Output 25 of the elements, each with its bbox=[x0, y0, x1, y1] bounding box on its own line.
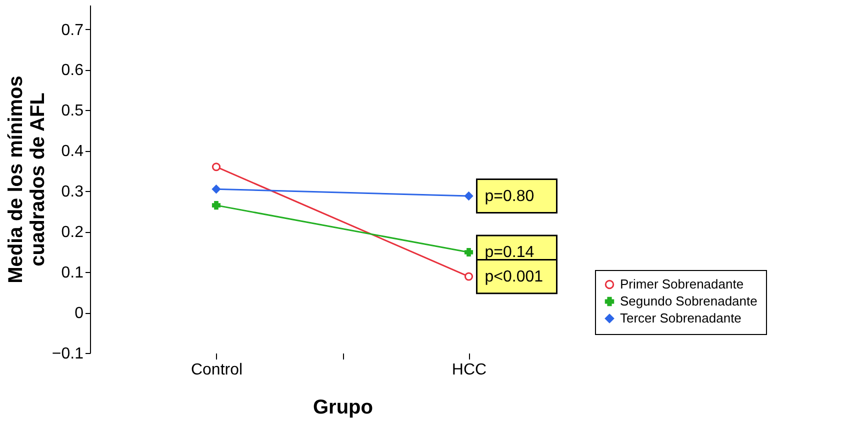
point bbox=[464, 248, 474, 257]
point bbox=[212, 184, 221, 194]
x-axis-title: Grupo bbox=[313, 396, 373, 418]
y-tick-label: 0.3 bbox=[61, 184, 84, 201]
annotation: p=0.80 bbox=[484, 188, 534, 205]
legend-label: Tercer Sobrenadante bbox=[620, 310, 742, 326]
y-tick-label: 0.2 bbox=[61, 224, 84, 242]
annotation: p<0.001 bbox=[484, 268, 544, 286]
y-tick-label: 0.1 bbox=[61, 264, 84, 282]
point bbox=[212, 201, 221, 210]
x-tick-label: HCC bbox=[452, 362, 487, 378]
y-tick-label: 0.5 bbox=[61, 102, 84, 120]
y-tick-label: −0.1 bbox=[52, 346, 84, 362]
y-tick-label: 0 bbox=[74, 305, 84, 322]
y-axis-title: Media de los mínimos cuadrados de AFL bbox=[4, 76, 49, 284]
legend-label: Segundo Sobrenadante bbox=[620, 294, 758, 308]
y-tick-label: 0.7 bbox=[61, 22, 84, 39]
point bbox=[464, 272, 474, 281]
point bbox=[212, 162, 221, 172]
legend-label: Primer Sobrenadante bbox=[620, 276, 744, 292]
y-tick-label: 0.6 bbox=[61, 62, 84, 80]
annotation: p=0.14 bbox=[484, 244, 534, 262]
x-tick-label: Control bbox=[190, 362, 243, 378]
y-tick-label: 0.4 bbox=[61, 143, 84, 160]
point bbox=[464, 192, 474, 200]
